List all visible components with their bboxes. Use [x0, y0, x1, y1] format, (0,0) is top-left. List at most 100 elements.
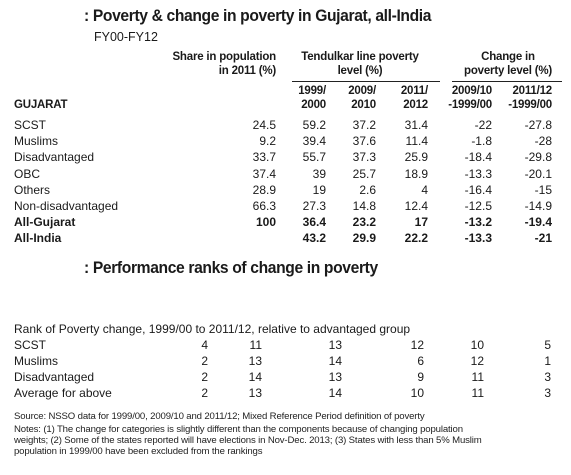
cell-c1112: -29.8	[524, 150, 552, 165]
cell-p1999: 19	[312, 182, 326, 197]
header-1999-line1: 1999/	[298, 85, 326, 97]
rank-row-label: Disadvantaged	[14, 370, 95, 384]
header-2009-line1: 2009/	[348, 85, 376, 97]
row-label: OBC	[14, 166, 41, 181]
table1-subtitle: FY00-FY12	[94, 30, 158, 44]
cell-share: 100	[255, 215, 276, 230]
header-2009-line2: 2010	[351, 99, 376, 111]
cell-share: 33.7	[252, 150, 276, 165]
cell-p2011: 4	[421, 182, 428, 197]
cell-p1999: 59.2	[302, 118, 326, 132]
cell-p2009: 37.2	[352, 118, 376, 132]
cell-p2011: 17	[414, 215, 428, 230]
rank-cell: 14	[328, 386, 342, 400]
cell-p1999: 39.4	[302, 134, 326, 149]
header-tendulkar-line1: Tendulkar line poverty	[301, 51, 419, 63]
header-share-line2: in 2011 (%)	[218, 65, 276, 77]
cell-p1999: 55.7	[302, 150, 326, 165]
notes-line3: population in 1999/00 have been excluded…	[14, 446, 263, 457]
cell-p2009: 14.8	[352, 199, 376, 213]
cell-share: 28.9	[252, 182, 276, 197]
cell-p2009: 37.6	[352, 134, 376, 149]
cell-c0910: -12.5	[464, 199, 492, 213]
row-label: Non-disadvantaged	[14, 199, 119, 213]
header-c1112-line1: 2011/12	[512, 85, 552, 97]
row-label: Muslims	[14, 134, 58, 149]
rank-cell: 12	[410, 338, 424, 352]
source-note: Source: NSSO data for 1999/00, 2009/10 a…	[14, 411, 425, 422]
header-rule-tendulkar	[292, 81, 440, 82]
rank-cell: 14	[328, 354, 342, 368]
rank-cell: 13	[328, 338, 342, 352]
cell-c1112: -15	[534, 182, 552, 197]
cell-c0910: -13.2	[464, 215, 492, 230]
rank-cell: 2	[201, 370, 208, 384]
cell-p2011: 12.4	[404, 199, 428, 213]
cell-p2009: 2.6	[359, 182, 376, 197]
rank-cell: 14	[248, 370, 262, 384]
rank-cell: 3	[544, 370, 551, 384]
cell-c1112: -20.1	[524, 166, 552, 181]
row-label: All-India	[14, 231, 62, 246]
header-share-line1: Share in population	[172, 51, 276, 63]
rank-cell: 1	[544, 354, 551, 368]
rank-cell: 11	[471, 386, 484, 400]
cell-c0910: -22	[474, 118, 492, 132]
cell-p2009: 37.3	[352, 150, 376, 165]
cell-c1112: -21	[534, 231, 552, 246]
cell-p2011: 22.2	[404, 231, 428, 246]
header-c0910-line1: 2009/10	[451, 85, 492, 97]
rank-cell: 3	[544, 386, 551, 400]
rank-cell: 10	[410, 386, 424, 400]
cell-p2009: 23.2	[352, 215, 376, 230]
rank-row-label: SCST	[14, 338, 47, 352]
cell-share: 66.3	[252, 199, 276, 213]
row-label: All-Gujarat	[14, 215, 76, 230]
cell-p1999: 43.2	[302, 231, 326, 246]
row-label: Others	[14, 182, 51, 197]
cell-p1999: 39	[312, 166, 326, 181]
rank-row-label: Average for above	[14, 386, 112, 400]
rank-cell: 2	[201, 386, 208, 400]
cell-c1112: -19.4	[524, 215, 552, 230]
cell-c0910: -18.4	[464, 150, 492, 165]
rank-cell: 13	[328, 370, 342, 384]
cell-c0910: -13.3	[464, 231, 492, 246]
header-change-line2: poverty level (%)	[464, 65, 552, 77]
cell-c1112: -28	[534, 134, 552, 149]
cell-c1112: -27.8	[524, 118, 552, 132]
rank-cell: 11	[471, 370, 484, 384]
cell-p2009: 25.7	[352, 166, 376, 181]
cell-p2011: 25.9	[404, 150, 428, 165]
rank-cell: 4	[201, 338, 208, 352]
rank-cell: 10	[470, 338, 484, 352]
cell-p2009: 29.9	[352, 231, 376, 246]
cell-c0910: -1.8	[471, 134, 492, 149]
rank-cell: 12	[470, 354, 484, 368]
cell-c0910: -13.3	[464, 166, 492, 181]
rank-cell: 2	[201, 354, 208, 368]
rank-cell: 11	[249, 338, 262, 352]
cell-p1999: 36.4	[302, 215, 326, 230]
cell-p2011: 18.9	[404, 166, 428, 181]
cell-share: 9.2	[259, 134, 276, 149]
table1-title: : Poverty & change in poverty in Gujarat…	[84, 6, 432, 25]
header-tendulkar-line2: level (%)	[337, 65, 383, 77]
row-label: SCST	[14, 118, 47, 132]
table2-caption: Rank of Poverty change, 1999/00 to 2011/…	[14, 322, 411, 336]
header-change-line1: Change in	[481, 51, 535, 63]
rank-cell: 13	[248, 354, 262, 368]
section-gujarat: GUJARAT	[14, 99, 68, 111]
rank-cell: 13	[248, 386, 262, 400]
cell-share: 24.5	[252, 118, 276, 132]
row-label: Disadvantaged	[14, 150, 95, 165]
notes-line2: weights; (2) Some of the states reported…	[14, 435, 482, 446]
cell-c1112: -14.9	[524, 199, 552, 213]
cell-p2011: 11.4	[405, 134, 428, 149]
header-c1112-line2: -1999/00	[508, 99, 552, 111]
rank-row-label: Muslims	[14, 354, 58, 368]
rank-cell: 6	[417, 354, 424, 368]
cell-share: 37.4	[252, 166, 276, 181]
cell-p1999: 27.3	[302, 199, 326, 213]
rank-cell: 9	[417, 370, 424, 384]
